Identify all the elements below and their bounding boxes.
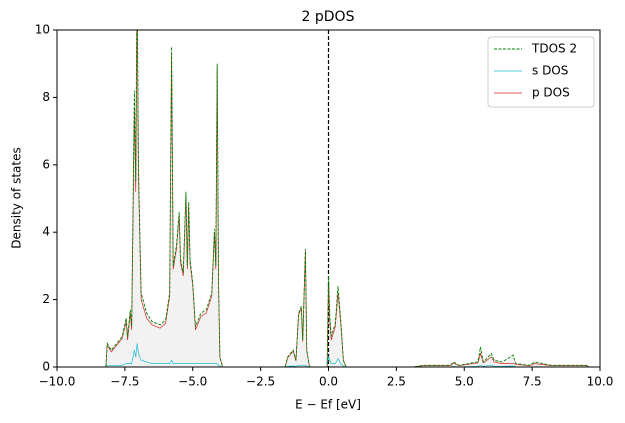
legend-label: s DOS [532,64,568,78]
y-tick-label: 6 [42,157,50,171]
x-tick-label: −2.5 [246,375,275,389]
x-tick-label: −5.0 [178,375,207,389]
series-line [57,30,600,367]
y-axis-label: Density of states [10,147,24,248]
legend-box [487,36,595,108]
x-tick-label: 0.0 [319,375,338,389]
chart-title: 2 pDOS [302,9,355,25]
x-tick-label: −7.5 [110,375,139,389]
y-tick-label: 2 [42,292,50,306]
y-tick-label: 4 [42,225,50,239]
y-tick-label: 0 [42,360,50,374]
plot-area [57,30,600,367]
x-axis-label: E − Ef [eV] [295,398,361,412]
area-fill [57,30,600,367]
x-tick-label: 2.5 [387,375,406,389]
legend-label: p DOS [532,86,570,100]
y-tick-label: 10 [35,23,50,37]
legend-label: TDOS 2 [531,42,577,56]
y-tick-label: 8 [42,90,50,104]
x-tick-label: 10.0 [587,375,614,389]
x-tick-label: −10.0 [39,375,76,389]
x-tick-label: 7.5 [523,375,542,389]
x-tick-label: 5.0 [455,375,474,389]
